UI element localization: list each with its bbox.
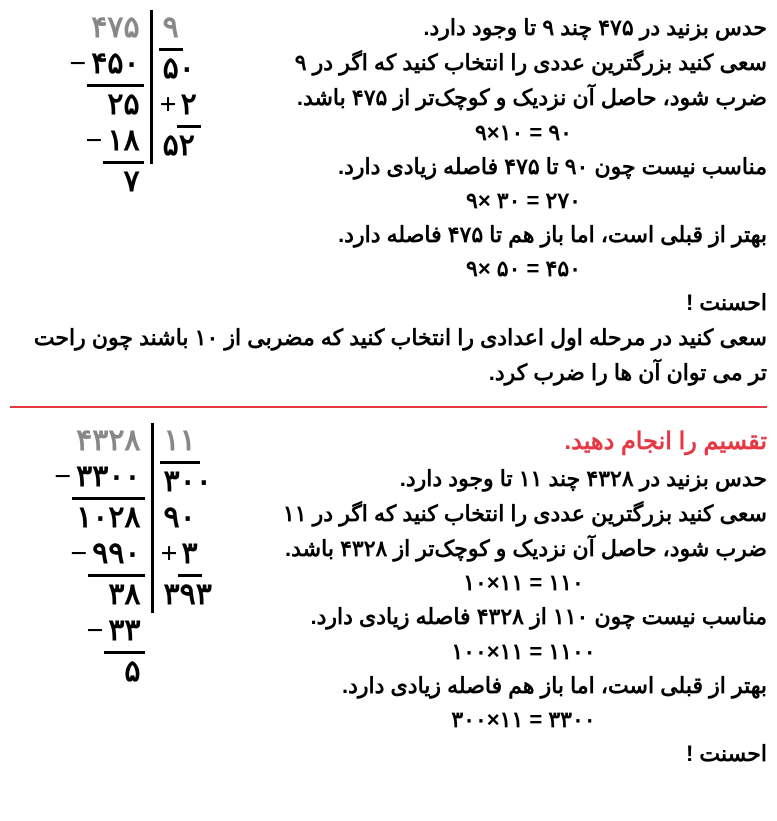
s1-line3: مناسب نیست چون ۹۰ تا ۴۷۵ فاصله زیادی دار… (280, 149, 767, 184)
s1-eq3: ۹× ۵۰ = ۴۵۰ (280, 252, 767, 285)
s2-line1: حدس بزنید در ۴۳۲۸ چند ۱۱ تا وجود دارد. (280, 461, 767, 496)
ld1-r1: ۲۵ (103, 87, 143, 123)
ld2-m3: ۳۳ (104, 613, 144, 654)
s2-eq2: ۱۰۰×۱۱ = ۱۱۰۰ (280, 635, 767, 668)
s2-line5: احسنت ! (280, 736, 767, 771)
ld2-qsum: ۳۹۳ (160, 577, 216, 613)
ld1-m2: ۱۸ (103, 123, 143, 164)
ld2-q2: ۹۰ (160, 500, 200, 536)
s2-eq1: ۱۰×۱۱ = ۱۱۰ (280, 566, 767, 599)
section-1-text: حدس بزنید در ۴۷۵ چند ۹ تا وجود دارد. سعی… (280, 10, 767, 320)
s2-line4: بهتر از قبلی است، اما باز هم فاصله زیادی… (280, 668, 767, 703)
s2-eq3: ۳۰۰×۱۱ = ۳۳۰۰ (280, 703, 767, 736)
s2-line2: سعی کنید بزرگترین عددی را انتخاب کنید که… (280, 496, 767, 566)
ld1-qsum: ۵۲ (159, 128, 199, 164)
s1-eq1: ۹×۱۰ = ۹۰ (280, 116, 767, 149)
section-2: تقسیم را انجام دهید. حدس بزنید در ۴۳۲۸ چ… (10, 423, 767, 772)
ld2-r1: ۱۰۲۸ (72, 500, 144, 536)
s2-line3: مناسب نیست چون ۱۱۰ از ۴۳۲۸ فاصله زیادی د… (280, 599, 767, 634)
s2-title: تقسیم را انجام دهید. (280, 423, 767, 461)
ld1-dividend: ۴۷۵ (87, 10, 143, 46)
s1-line5: احسنت ! (280, 285, 767, 320)
ld2-r3: ۵ (120, 654, 144, 690)
section-1: حدس بزنید در ۴۷۵ چند ۹ تا وجود دارد. سعی… (10, 10, 767, 320)
section-2-text: تقسیم را انجام دهید. حدس بزنید در ۴۳۲۸ چ… (280, 423, 767, 772)
s1-footer: سعی کنید در مرحله اول اعدادی را انتخاب ک… (10, 320, 767, 390)
divider (10, 406, 767, 408)
section-2-longdiv: ۴۳۲۸ −۳۳۰۰ ۱۰۲۸ −۹۹۰ ۳۸ −۳۳ ۵ ۱۱ ۳۰۰ ۹۰ … (10, 423, 260, 690)
ld2-q3: ۳ (178, 536, 202, 577)
ld1-divisor: ۹ (159, 10, 183, 51)
section-1-longdiv: ۴۷۵ −۴۵۰ ۲۵ −۱۸ ۷ ۹ ۵۰ +۲ ۵۲ (10, 10, 260, 200)
s1-line4: بهتر از قبلی است، اما باز هم تا ۴۷۵ فاصل… (280, 217, 767, 252)
ld1-m1: ۴۵۰ (87, 46, 143, 87)
ld2-q1: ۳۰۰ (160, 464, 216, 500)
ld2-m2: ۹۹۰ (88, 536, 144, 577)
s1-eq2: ۹× ۳۰ = ۲۷۰ (280, 184, 767, 217)
ld1-r2: ۷ (119, 164, 143, 200)
ld2-divisor: ۱۱ (160, 423, 200, 464)
s1-line2: سعی کنید بزرگترین عددی را انتخاب کنید که… (280, 45, 767, 115)
ld1-q1: ۵۰ (159, 51, 199, 87)
ld2-m1: ۳۳۰۰ (72, 459, 144, 500)
s1-line1: حدس بزنید در ۴۷۵ چند ۹ تا وجود دارد. (280, 10, 767, 45)
ld2-dividend: ۴۳۲۸ (72, 423, 144, 459)
ld2-r2: ۳۸ (104, 577, 144, 613)
ld1-q2: ۲ (177, 87, 201, 128)
